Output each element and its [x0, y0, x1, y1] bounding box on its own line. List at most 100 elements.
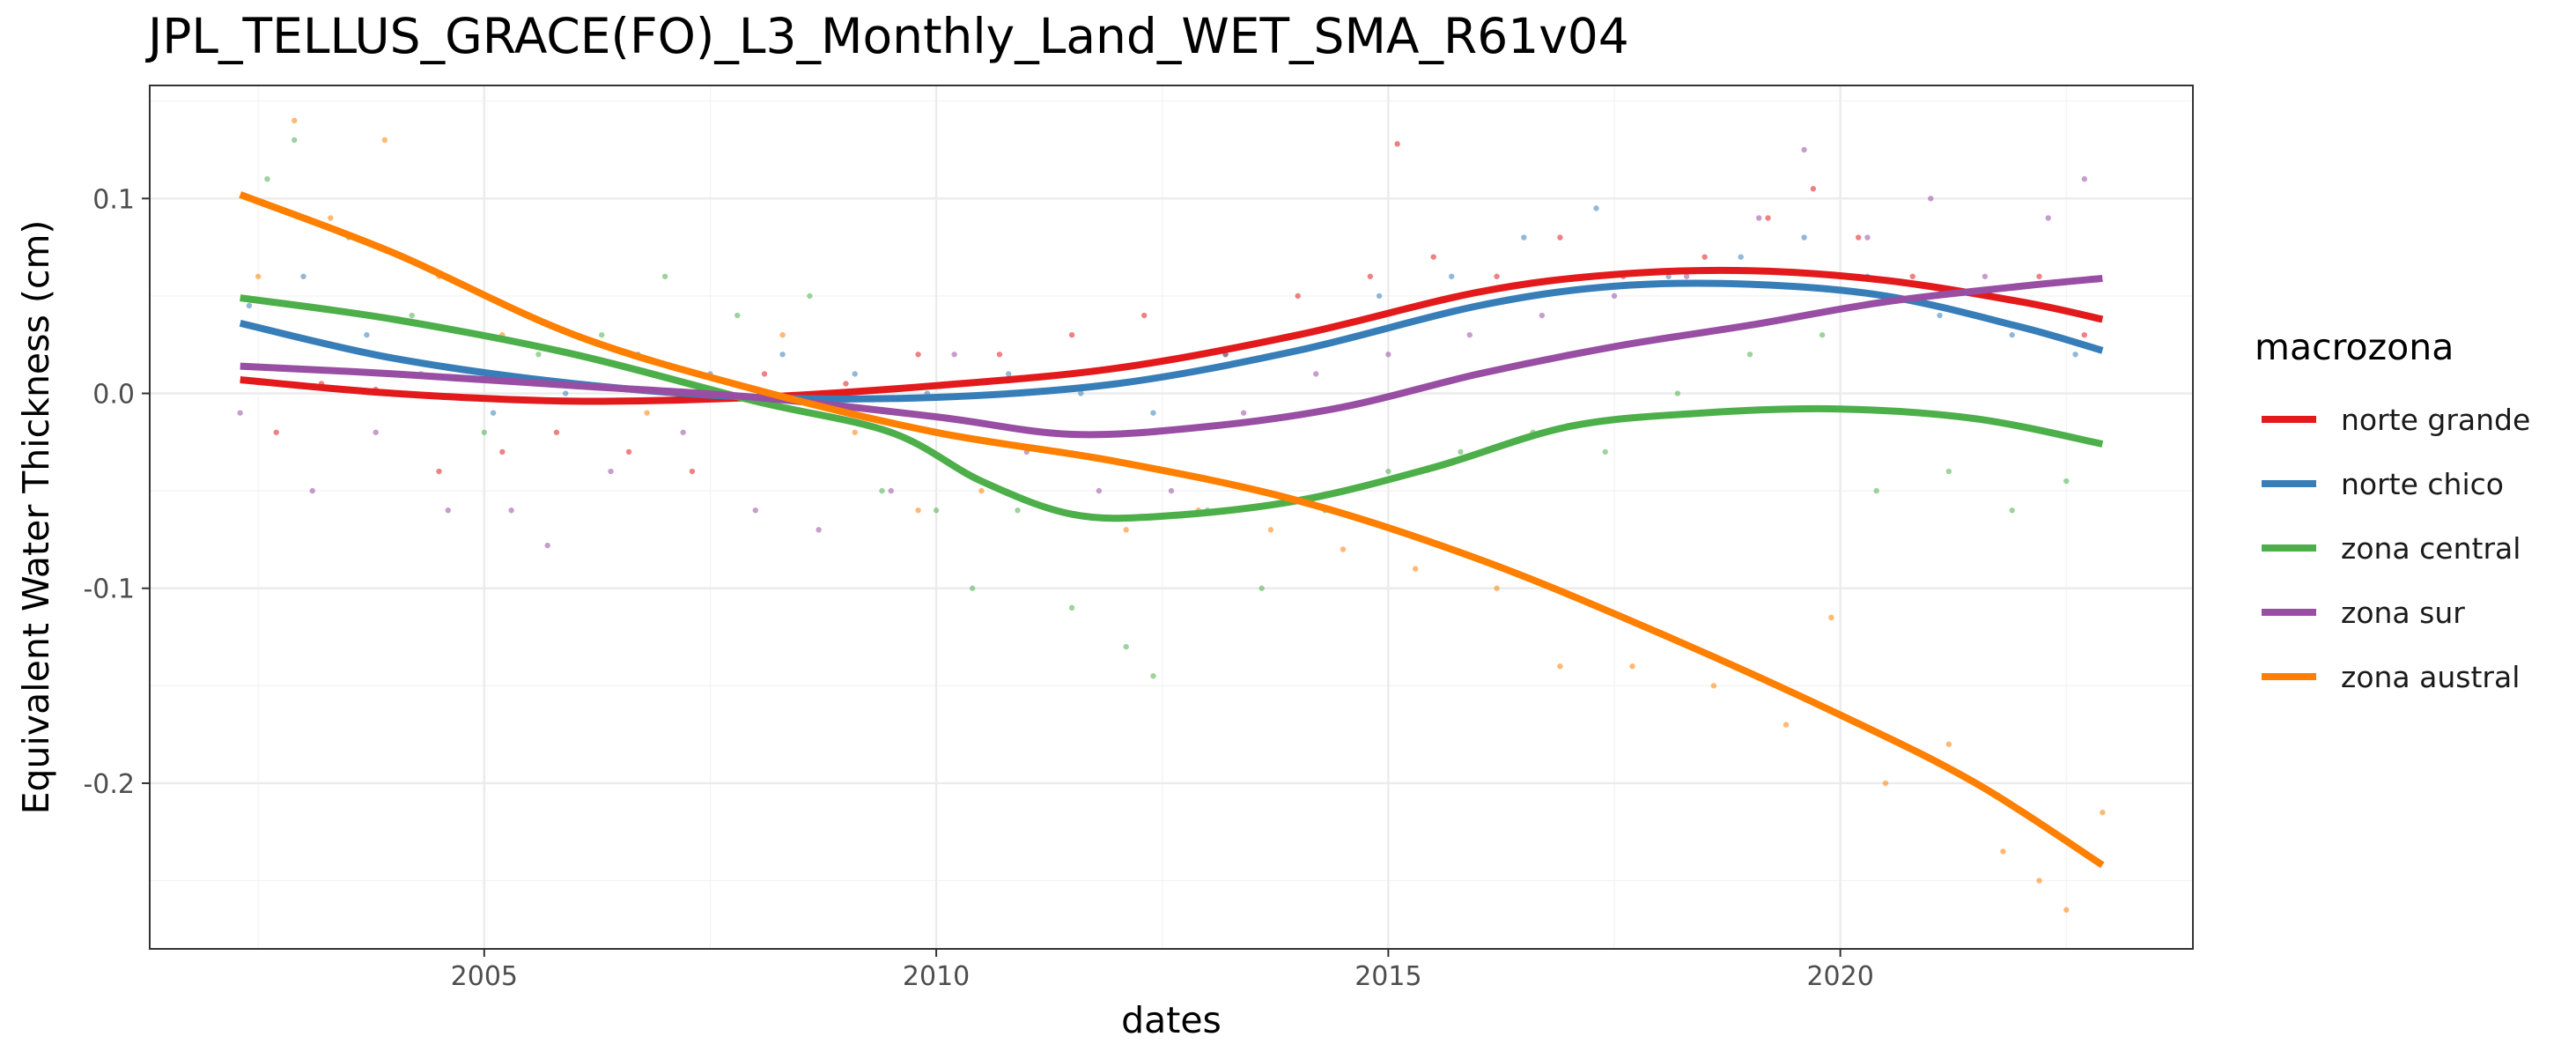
data-point — [1557, 234, 1563, 241]
data-point — [1394, 141, 1400, 147]
data-point — [1982, 273, 1989, 279]
data-point — [1945, 468, 1952, 475]
trend-line-zona-austral — [239, 191, 2105, 869]
data-point — [951, 352, 957, 358]
data-point — [1430, 254, 1436, 260]
data-point — [1828, 614, 1834, 621]
data-point — [1240, 410, 1247, 416]
data-point — [1258, 585, 1265, 591]
data-point — [1701, 254, 1708, 260]
data-point — [1665, 273, 1672, 279]
data-point — [1015, 507, 1021, 514]
data-point — [309, 487, 315, 494]
data-point — [273, 429, 279, 435]
x-axis-title: dates — [1121, 999, 1222, 1041]
data-point — [779, 331, 786, 338]
data-point — [879, 487, 885, 494]
data-point — [689, 468, 696, 475]
data-point — [553, 429, 560, 435]
legend-title: macrozona — [2255, 326, 2454, 368]
data-point — [1683, 273, 1690, 279]
data-point — [1746, 352, 1753, 358]
data-point — [1602, 448, 1608, 455]
data-point — [779, 352, 786, 358]
data-point — [1783, 722, 1790, 728]
data-point — [1945, 741, 1952, 747]
data-point — [1629, 663, 1635, 670]
y-axis: -0.2 -0.1 0.0 0.1 — [83, 184, 150, 800]
trend-lines — [239, 191, 2105, 869]
y-tick-label: 0.1 — [92, 184, 135, 215]
data-point — [978, 487, 985, 494]
data-point — [807, 293, 813, 300]
data-point — [1765, 215, 1771, 221]
data-points — [237, 117, 2106, 913]
data-point — [734, 312, 741, 319]
x-axis: 2005 2010 2015 2020 — [451, 949, 1874, 992]
data-point — [364, 331, 370, 338]
legend-label-norte-grande: norte grande — [2341, 403, 2530, 437]
data-point — [1267, 527, 1274, 533]
data-point — [915, 352, 921, 358]
trend-line-norte-grande — [240, 266, 2104, 405]
data-point — [1882, 780, 1889, 787]
data-point — [1313, 371, 1319, 377]
data-point — [752, 507, 758, 514]
data-point — [1458, 448, 1464, 455]
data-point — [481, 429, 488, 435]
data-point — [1557, 663, 1563, 670]
data-point — [2063, 478, 2070, 485]
data-point — [1006, 371, 1012, 377]
data-point — [1068, 331, 1075, 338]
data-point — [888, 487, 894, 494]
data-point — [490, 410, 497, 416]
data-point — [535, 352, 542, 358]
data-point — [843, 381, 849, 387]
legend-label-zona-austral: zona austral — [2341, 660, 2520, 694]
data-point — [445, 507, 451, 514]
data-point — [1611, 293, 1618, 300]
data-point — [1150, 410, 1156, 416]
data-point — [381, 137, 388, 144]
data-point — [255, 273, 262, 279]
data-point — [1340, 546, 1347, 552]
legend-label-zona-sur: zona sur — [2341, 596, 2465, 630]
data-point — [1521, 234, 1527, 241]
data-point — [237, 410, 243, 416]
data-point — [1295, 293, 1301, 300]
data-point — [644, 410, 650, 416]
data-point — [1928, 196, 1934, 202]
data-point — [544, 542, 550, 549]
data-point — [264, 175, 270, 182]
data-point — [292, 137, 298, 144]
y-tick-label: 0.0 — [92, 380, 135, 411]
data-point — [2009, 507, 2015, 514]
data-point — [328, 215, 334, 221]
data-point — [1494, 585, 1500, 591]
data-point — [2000, 848, 2006, 855]
data-point — [1855, 234, 1862, 241]
trend-line-zona-central — [240, 294, 2104, 522]
data-point — [1710, 683, 1717, 689]
data-point — [915, 507, 921, 514]
data-point — [661, 273, 668, 279]
data-point — [996, 352, 1003, 358]
data-point — [508, 507, 514, 514]
data-point — [246, 302, 253, 309]
data-point — [2045, 215, 2051, 221]
data-point — [1123, 527, 1129, 533]
plot-border — [149, 85, 2194, 950]
x-tick-label: 2005 — [451, 961, 518, 992]
data-point — [1494, 273, 1500, 279]
data-point — [1819, 331, 1826, 338]
data-point — [1756, 215, 1762, 221]
data-point — [1078, 390, 1084, 396]
data-point — [1539, 312, 1546, 319]
legend: macrozona norte grande norte chico zona ce… — [2255, 326, 2530, 694]
data-point — [2036, 878, 2042, 884]
data-point — [1864, 234, 1871, 241]
data-point — [1674, 390, 1681, 396]
data-point — [2100, 809, 2106, 816]
data-point — [852, 371, 858, 377]
